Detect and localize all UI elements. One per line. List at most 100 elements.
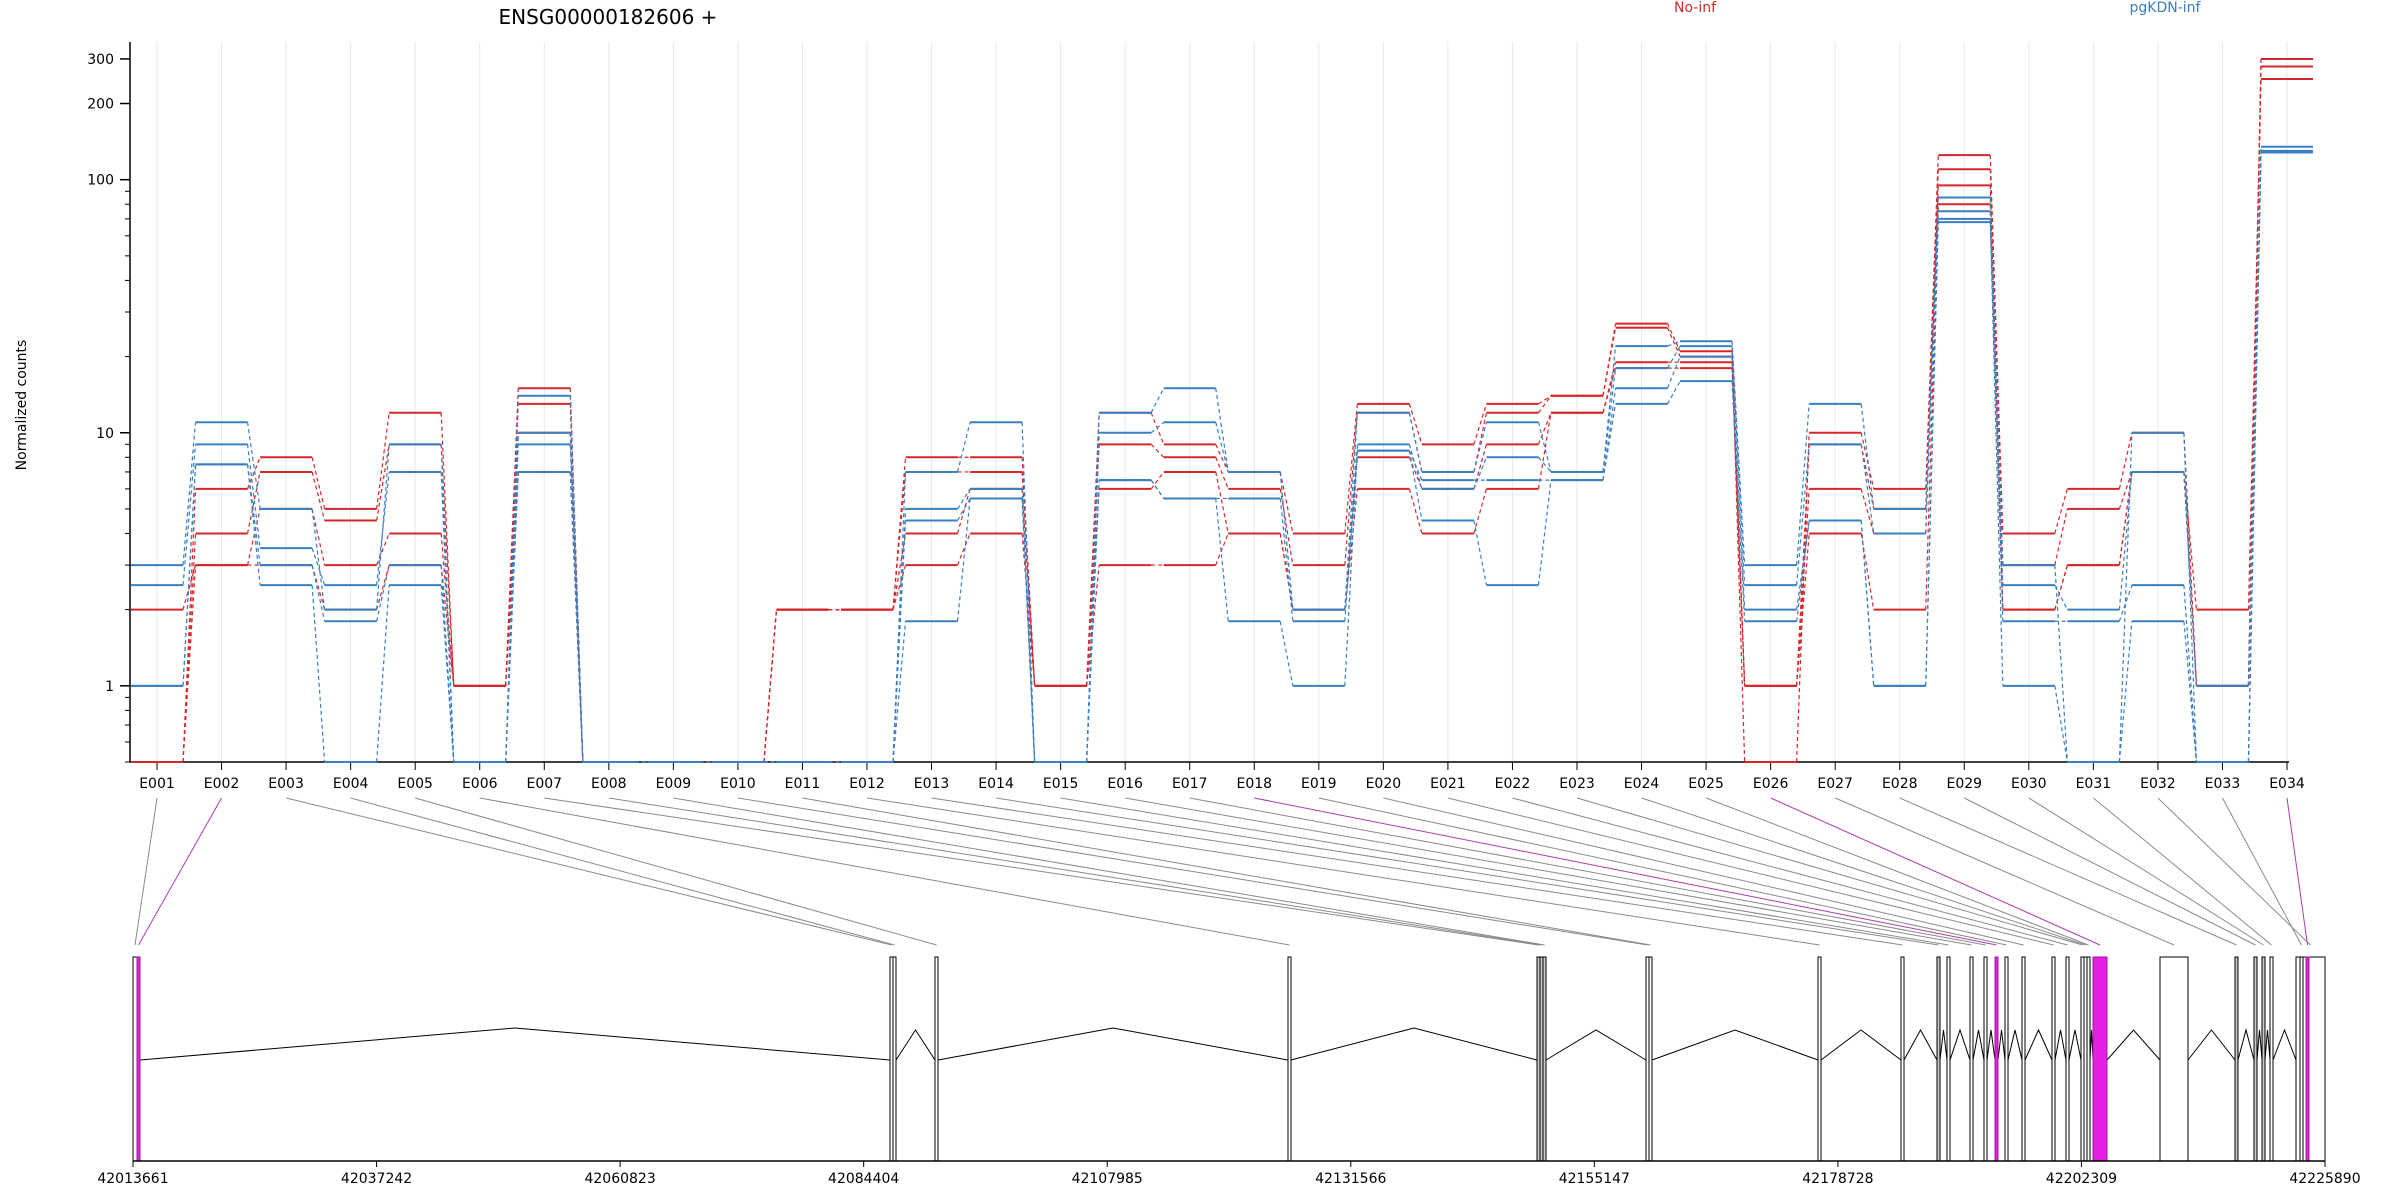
series-connector (376, 533, 390, 566)
intron-line (2272, 1028, 2297, 1061)
series-connector (505, 444, 519, 763)
connector-e020 (1383, 797, 2024, 946)
series-connector (1344, 450, 1358, 686)
series-connector (2183, 471, 2198, 610)
series-connector (2118, 471, 2133, 610)
intron-line (2068, 1029, 2082, 1061)
series-connector (1473, 422, 1488, 473)
series-connector (182, 564, 197, 610)
series-connector (2054, 685, 2068, 763)
exon-block-e005 (934, 956, 939, 1162)
series-connector (376, 564, 390, 622)
series-connector (892, 471, 907, 763)
series-connector (1408, 450, 1423, 521)
series-connector (1408, 457, 1423, 490)
series-connector (1537, 422, 1552, 473)
series-connector (311, 457, 326, 510)
series-no-inf-2 (131, 65, 2313, 763)
series-connector (376, 412, 390, 510)
x-tick-label-e017: E017 (1172, 776, 1208, 792)
x-axis: E001 E002 E003 E004 E005 E006 E007 E008 E009 E010… (130, 761, 2305, 792)
exon-block-e025 (2086, 956, 2091, 1162)
exon-block-e034 (2305, 956, 2310, 1162)
series-connector (1086, 432, 1100, 763)
series-connector (1860, 488, 1875, 534)
series-connector (892, 533, 907, 610)
series-connector (1796, 520, 1810, 622)
series-connector (1731, 368, 1746, 686)
series-connector (311, 585, 326, 763)
exon-block-e013 (1900, 956, 1905, 1162)
coord-tick-label: 42178728 (1802, 1171, 1873, 1187)
coord-tick-label: 42060823 (584, 1171, 655, 1187)
series-connector (2183, 471, 2198, 686)
series-connector (1150, 471, 1165, 490)
x-tick-label-e031: E031 (2076, 776, 2112, 792)
series-connector (1925, 222, 1939, 686)
series-connector (2247, 78, 2262, 610)
series-connector (569, 432, 584, 763)
connector-e023 (1576, 797, 2083, 946)
series-pgkdn-inf-4 (131, 145, 2313, 763)
connector-e017 (1189, 797, 1986, 946)
x-tick-label-e029: E029 (1946, 776, 1982, 792)
series-connector (246, 464, 261, 586)
series-connector (246, 471, 261, 534)
connector-e010 (737, 797, 1648, 946)
series-connector (1667, 340, 1681, 347)
connector-e002 (138, 797, 222, 946)
coord-tick-label: 42131566 (1315, 1171, 1386, 1187)
exon-block-e030 (2261, 956, 2266, 1162)
series-connector (1150, 412, 1165, 445)
series-connector (956, 422, 971, 473)
series-connector (1731, 351, 1746, 763)
series-connector (2054, 565, 2068, 763)
series-connector (2183, 621, 2198, 763)
intron-line (1949, 1028, 1971, 1061)
series-connector (1279, 471, 1294, 610)
x-tick-label-e001: E001 (139, 776, 175, 792)
series-connector (440, 444, 455, 686)
exon-block-e017 (1983, 956, 1988, 1162)
exon-block-e019 (2004, 956, 2009, 1162)
series-connector (2054, 488, 2068, 534)
x-tick-label-e014: E014 (978, 776, 1014, 792)
x-tick-label-e026: E026 (1753, 776, 1789, 792)
connector-e028 (1899, 797, 2237, 946)
chart-title: ENSG00000182606 + (499, 5, 718, 29)
y-axis: 1 10 100 200 300 (87, 42, 131, 763)
connector-e001 (134, 797, 158, 946)
series-connector (569, 395, 584, 763)
series-connector (1150, 443, 1165, 458)
series-connector (1538, 395, 1552, 405)
series-connector (957, 488, 971, 510)
series-connector (440, 585, 455, 763)
coord-tick-label: 42084404 (828, 1171, 899, 1187)
y-tick-label: 100 (87, 173, 114, 189)
series-connector (182, 488, 197, 763)
intron-line (2256, 1029, 2263, 1061)
series-connector (1473, 457, 1488, 490)
x-tick-label-e027: E027 (1817, 776, 1853, 792)
series-connector (376, 585, 390, 763)
series-connector (1086, 480, 1100, 763)
exon-block-e021 (2051, 956, 2056, 1162)
series-connector (1150, 479, 1165, 499)
series-connector (2054, 508, 2068, 566)
series-connector (763, 609, 778, 763)
exon-block-e033 (2299, 956, 2304, 1162)
series-connector (1279, 471, 1294, 610)
series-connector (1602, 327, 1617, 396)
series-connector (2247, 150, 2262, 686)
connector-e008 (608, 797, 1542, 946)
exon-block-e001 (132, 956, 138, 1162)
coord-tick-label: 42037242 (341, 1171, 412, 1187)
series-connector (1667, 345, 1681, 369)
connector-e032 (2157, 797, 2311, 946)
series-connector (1537, 395, 1552, 414)
connector-e004 (350, 797, 895, 946)
connector-e021 (1447, 797, 2054, 946)
intron-line (937, 1027, 1289, 1061)
legend-label-no-inf: No-inf (1674, 0, 1717, 16)
